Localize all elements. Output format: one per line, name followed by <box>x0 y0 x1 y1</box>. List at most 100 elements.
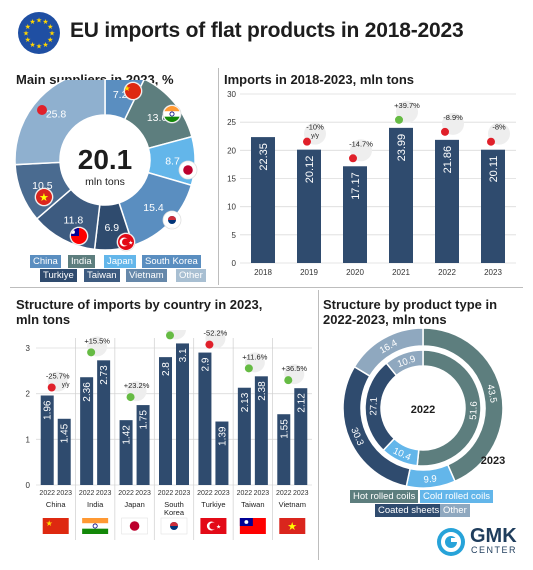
flag-vietnam-icon-part <box>279 518 306 534</box>
divider-vertical-top <box>218 68 219 285</box>
country-bar-label: 2.36 <box>82 382 93 402</box>
country-year-label: 2022 <box>79 490 95 497</box>
product-slice-label: 27.1 <box>368 397 380 416</box>
country-year-label: 2022 <box>39 490 55 497</box>
supplier-slice-label: 25.8 <box>46 109 67 121</box>
country-ytick-label: 3 <box>26 344 31 353</box>
flag-vietnam-icon-star: ★ <box>39 192 49 204</box>
country-change-label: +11.6% <box>242 352 267 361</box>
eu-flag-star: ★ <box>29 41 35 49</box>
eu-flag-star: ★ <box>29 18 35 26</box>
flag-taiwan-icon-sun <box>244 520 249 524</box>
country-ytick-label: 1 <box>26 435 31 444</box>
flag-turkiye-icon: ★ <box>118 234 134 250</box>
decrease-dot-icon <box>441 127 449 136</box>
imports-ytick-label: 30 <box>227 90 236 99</box>
imports-change-label: +39.7% <box>394 101 420 110</box>
flag-turkiye-icon-star: ★ <box>216 523 221 530</box>
imports-title: Imports in 2018-2023, mln tons <box>224 72 415 87</box>
flag-india-icon-part <box>164 116 180 122</box>
flag-taiwan-icon <box>71 228 87 244</box>
increase-dot-icon <box>244 364 253 373</box>
gmk-logo-subtext: CENTER <box>471 545 518 555</box>
flag-india-icon-part <box>82 523 109 529</box>
suppliers-legend-item: Turkiye <box>40 269 77 282</box>
increase-dot-icon <box>395 115 403 124</box>
country-name-label: China <box>46 500 66 509</box>
divider-horizontal <box>10 287 523 288</box>
country-bar-label: 1.45 <box>60 423 71 443</box>
decrease-dot-icon <box>349 154 357 163</box>
country-bar-label: 2.13 <box>240 392 251 412</box>
supplier-slice-label: 15.4 <box>143 202 164 214</box>
flag-south-korea-icon <box>160 517 188 535</box>
suppliers-legend-item: South Korea <box>142 255 201 268</box>
country-ytick-label: 0 <box>26 481 31 490</box>
eu-flag-star: ★ <box>25 36 31 44</box>
flag-china-icon-part <box>125 83 141 99</box>
imports-ytick-label: 5 <box>232 231 237 240</box>
imports-change-label: -10% <box>306 123 324 132</box>
imports-change-note: y/y <box>311 134 319 140</box>
flag-vietnam-icon: ★ <box>279 518 306 534</box>
country-year-label: 2023 <box>254 490 270 497</box>
product-legend-item: Coated sheets <box>375 504 443 517</box>
country-bar <box>159 357 172 485</box>
country-ytick-label: 2 <box>26 390 31 399</box>
imports-xtick-label: 2020 <box>346 268 364 277</box>
suppliers-legend-item: Taiwan <box>84 269 120 282</box>
flag-china-icon-star: ★ <box>123 84 130 93</box>
country-change-label: +15.5% <box>84 336 110 345</box>
country-bar-label: 1.39 <box>217 426 228 446</box>
imports-bar <box>481 149 505 263</box>
country-bar-label: 1.42 <box>122 425 133 445</box>
country-bar <box>294 388 308 485</box>
gmk-logo: GMK CENTER <box>436 525 526 557</box>
country-bar <box>57 418 71 485</box>
country-year-label: 2023 <box>56 490 72 497</box>
imports-xtick-label: 2019 <box>300 268 318 277</box>
flag-japan-icon <box>121 517 148 535</box>
eu-flag-star: ★ <box>47 36 53 44</box>
country-change-label: +36.5% <box>281 364 307 373</box>
country-change-label: +23.2% <box>124 381 150 390</box>
eu-flag-star: ★ <box>23 30 29 38</box>
country-name-label: Korea <box>164 508 185 517</box>
imports-ytick-label: 10 <box>227 203 236 212</box>
country-bar <box>215 421 229 485</box>
product-slice <box>353 327 424 378</box>
imports-ytick-label: 15 <box>227 175 236 184</box>
imports-bar <box>435 139 459 263</box>
imports-xtick-label: 2022 <box>438 268 456 277</box>
country-year-label: 2022 <box>276 490 292 497</box>
flag-japan-icon-sun <box>183 165 193 175</box>
flag-china-icon-part <box>42 518 69 534</box>
eu-flag-star: ★ <box>42 18 48 26</box>
suppliers-legend: China India Japan South Korea Turkiye Taiwan V… <box>30 255 206 283</box>
country-bar <box>198 352 212 485</box>
supplier-slice-label: 6.9 <box>104 222 119 234</box>
suppliers-total-value: 20.1 <box>78 144 133 175</box>
flag-china-icon: ★ <box>123 83 141 99</box>
imports-xtick-label: 2023 <box>484 268 502 277</box>
flag-taiwan-icon-part <box>71 228 79 236</box>
imports-bar-label: 20.12 <box>304 156 316 184</box>
country-bar <box>254 376 268 485</box>
increase-dot-icon <box>87 348 96 357</box>
increase-dot-icon <box>126 393 135 402</box>
product-legend: Hot rolled coils Cold rolled coils Coated … <box>345 490 505 518</box>
flag-vietnam-icon: ★ <box>36 189 52 205</box>
imports-ytick-label: 25 <box>227 118 236 127</box>
supplier-slice-label: 13.6 <box>147 112 168 124</box>
flag-south-korea-icon-border <box>160 517 188 535</box>
country-year-label: 2022 <box>237 490 253 497</box>
country-bar-label: 2.12 <box>296 393 307 413</box>
eu-flag-circle <box>18 12 60 54</box>
suppliers-legend-item: China <box>30 255 61 268</box>
by-country-title: Structure of imports by country in 2023,… <box>16 297 263 327</box>
flag-turkiye-icon-moon-cut <box>209 522 217 530</box>
eu-flag-icon: ★ ★ ★ ★ ★ ★ ★ ★ ★ ★ ★ ★ <box>17 11 61 55</box>
imports-xtick-label: 2018 <box>254 268 272 277</box>
imports-bar <box>343 166 367 263</box>
